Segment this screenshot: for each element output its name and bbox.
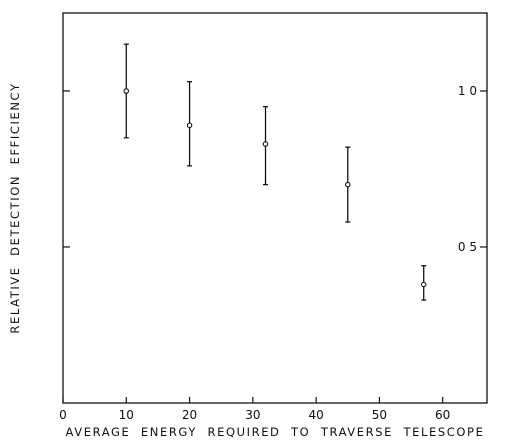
y-axis-label: RELATIVE DETECTION EFFICIENCY [8,82,22,333]
data-point [420,281,427,288]
y-tick-label: 1 0 [458,84,477,98]
x-tick-label: 50 [372,408,387,422]
axis-ticks: 0 10 20 30 40 50 600 51 0 [59,84,487,422]
plot-frame [62,12,488,404]
x-tick-label: 30 [245,408,260,422]
x-axis-label: AVERAGE ENERGY REQUIRED TO TRAVERSE TELE… [66,425,485,439]
x-tick-label: 40 [308,408,323,422]
data-point [186,122,193,129]
y-tick-label: 0 5 [458,240,477,254]
x-tick-label: 0 [59,408,67,422]
data-points [123,43,427,301]
x-tick-label: 60 [435,408,450,422]
x-tick-label: 10 [119,408,134,422]
data-point [345,181,351,188]
x-tick-label: 20 [182,408,197,422]
data-point [262,141,269,147]
data-point [123,88,130,94]
